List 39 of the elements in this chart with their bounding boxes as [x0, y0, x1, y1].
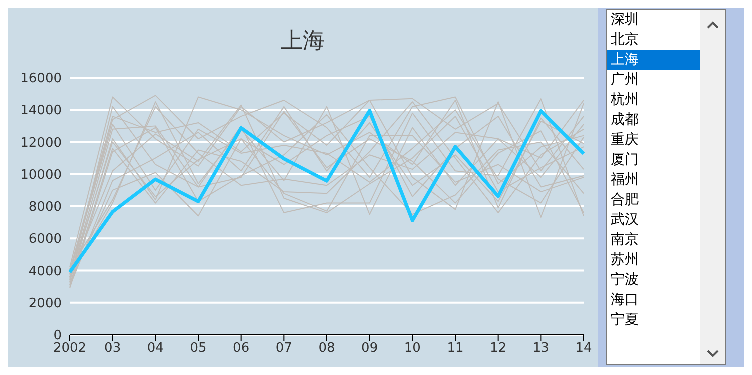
text: 成都 [610, 111, 640, 130]
y-tick-label: 14000 [20, 104, 62, 119]
text: 上海 [607, 50, 700, 70]
y-tick-label: 6000 [28, 232, 62, 248]
y-tick-label: 4000 [28, 264, 62, 280]
text: 武汉 [610, 211, 640, 230]
text: 合肥 [610, 191, 640, 210]
text: 广州 [610, 71, 640, 90]
y-tick-label: 8000 [28, 200, 62, 216]
y-tick-label: 12000 [20, 136, 62, 151]
x-tick-label: 13 [532, 341, 550, 356]
text: 厦门 [610, 151, 640, 170]
x-tick-label: 10 [404, 341, 421, 356]
text: 福州 [610, 171, 640, 190]
x-tick-label: 09 [362, 341, 378, 356]
y-tick-label: 2000 [28, 296, 62, 312]
x-tick-label: 12 [490, 341, 507, 356]
x-tick-label: 03 [104, 341, 122, 356]
text: 宁夏 [610, 311, 640, 330]
text: 杭州 [610, 91, 640, 110]
text: 苏州 [610, 251, 640, 270]
text: 南京 [610, 231, 640, 250]
x-tick-label: 11 [447, 341, 464, 356]
text: 深圳 [610, 11, 640, 30]
x-tick-label: 14 [576, 341, 592, 356]
chart-title: 上海 [280, 28, 326, 56]
x-tick-label: 08 [318, 341, 336, 356]
x-tick-label: 07 [276, 341, 292, 356]
text: 宁波 [610, 271, 640, 290]
text: 北京 [610, 31, 640, 50]
x-tick-label: 2002 [53, 341, 87, 356]
y-tick-label: 10000 [20, 168, 62, 183]
text: 海口 [610, 291, 640, 310]
x-tick-label: 04 [147, 341, 164, 356]
y-tick-label: 16000 [20, 72, 62, 87]
x-tick-label: 06 [233, 341, 250, 356]
y-tick-label: 0 [54, 328, 62, 344]
text: 重庆 [610, 131, 640, 150]
x-tick-label: 05 [190, 341, 207, 356]
